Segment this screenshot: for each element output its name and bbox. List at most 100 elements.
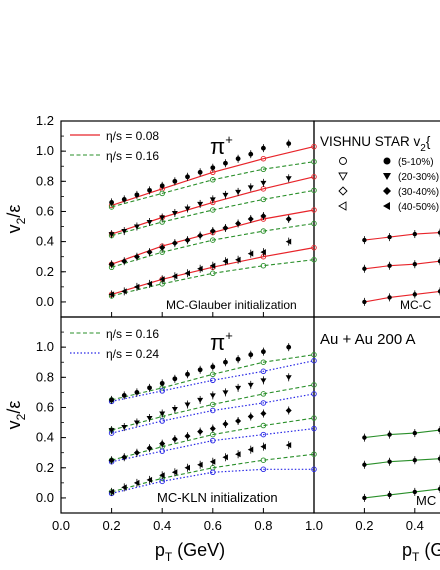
star-point (146, 220, 153, 226)
star-point (108, 488, 115, 495)
model-marker (311, 174, 317, 180)
legend-open-marker (338, 186, 348, 196)
y-axis-label-bottom: v2/ε (4, 401, 28, 430)
star-point (235, 385, 242, 391)
data-point-right (387, 234, 392, 240)
star-point (184, 433, 191, 440)
star-point (171, 469, 178, 476)
model-marker (159, 418, 165, 424)
model-marker (260, 228, 267, 234)
star-point (222, 454, 228, 461)
star-point (285, 375, 292, 381)
y-tick-label-bottom: 0.8 (36, 369, 54, 384)
star-point (133, 449, 140, 456)
model-marker (260, 359, 267, 365)
model-curve (111, 222, 315, 268)
y-tick-label-top: 0.2 (36, 264, 54, 279)
star-point (171, 210, 178, 216)
star-point (146, 416, 153, 422)
data-point-right (362, 435, 367, 440)
star-point (209, 458, 216, 465)
model-curve (111, 189, 315, 237)
star-point (209, 425, 216, 432)
model-marker (260, 155, 267, 162)
star-point (260, 249, 266, 256)
star-point (185, 174, 190, 180)
model-marker (210, 237, 216, 243)
model-marker (260, 457, 267, 463)
star-point (133, 479, 140, 486)
model-marker (311, 351, 317, 358)
model-marker (260, 400, 267, 406)
star-point (260, 180, 267, 186)
model-marker (210, 469, 216, 476)
model-curve (111, 259, 315, 297)
legend-centrality-label: (20-30%) (398, 172, 439, 183)
data-point-right (437, 456, 440, 461)
data-point-right (412, 458, 417, 463)
y-tick-label-top: 0.0 (36, 294, 54, 309)
star-point (247, 185, 254, 191)
star-point (134, 389, 140, 395)
legend-filled-marker (383, 173, 391, 180)
model-marker (260, 368, 267, 375)
annotation-mc-c: MC-C (400, 298, 432, 312)
x-axis-label-right: pT (G (402, 540, 440, 564)
data-point-right (387, 492, 392, 498)
data-point-right (362, 266, 367, 271)
star-point (286, 344, 292, 350)
star-point (121, 425, 128, 431)
data-point-right (362, 495, 367, 501)
y-tick-label-top: 0.6 (36, 203, 54, 218)
y-tick-label-top: 1.0 (36, 143, 54, 158)
svg-text:v2/ε: v2/ε (4, 205, 28, 234)
panel-frame-bottom-right (313, 316, 440, 514)
auau-header: Au + Au 200 A (320, 331, 416, 348)
star-point (147, 385, 152, 391)
model-marker (210, 401, 216, 408)
model-curve-right (364, 260, 440, 270)
y-tick-label-bottom: 0.2 (36, 460, 54, 475)
star-point (133, 253, 140, 260)
model-curve-right (364, 232, 440, 241)
star-point (222, 390, 229, 396)
star-point (260, 212, 267, 219)
y-tick-label-top: 0.8 (36, 173, 54, 188)
model-marker (311, 256, 317, 263)
data-point-right (412, 231, 417, 237)
model-marker (311, 158, 317, 165)
data-point-right (437, 289, 440, 294)
star-point (235, 220, 242, 227)
star-point (285, 216, 292, 222)
star-data-points (108, 139, 440, 502)
star-point (223, 160, 228, 166)
data-point-right (412, 292, 417, 297)
star-point (108, 457, 115, 464)
model-marker (311, 415, 317, 421)
x-axis-label-left: pT (GeV) (155, 540, 225, 564)
data-point-right (437, 230, 440, 235)
star-point (197, 428, 204, 435)
star-point (261, 145, 266, 151)
particle-label-top: π+ (210, 132, 233, 159)
model-marker (210, 407, 216, 414)
star-point (159, 244, 166, 251)
model-marker (260, 196, 267, 203)
star-point (121, 393, 127, 398)
star-point (184, 206, 191, 212)
star-point (146, 476, 153, 483)
model-marker (311, 357, 317, 364)
particle-label-bottom: π+ (210, 328, 233, 355)
star-point (235, 189, 242, 195)
star-point (197, 169, 203, 175)
star-point (235, 256, 241, 263)
star-point (108, 291, 115, 298)
star-point (285, 238, 292, 245)
model-curve (111, 384, 315, 431)
y-tick-label-top: 1.2 (36, 113, 54, 128)
star-point (134, 192, 140, 198)
star-point (109, 397, 114, 403)
model-marker (210, 177, 216, 183)
legend-filled-marker (383, 202, 390, 210)
star-point (121, 229, 128, 235)
